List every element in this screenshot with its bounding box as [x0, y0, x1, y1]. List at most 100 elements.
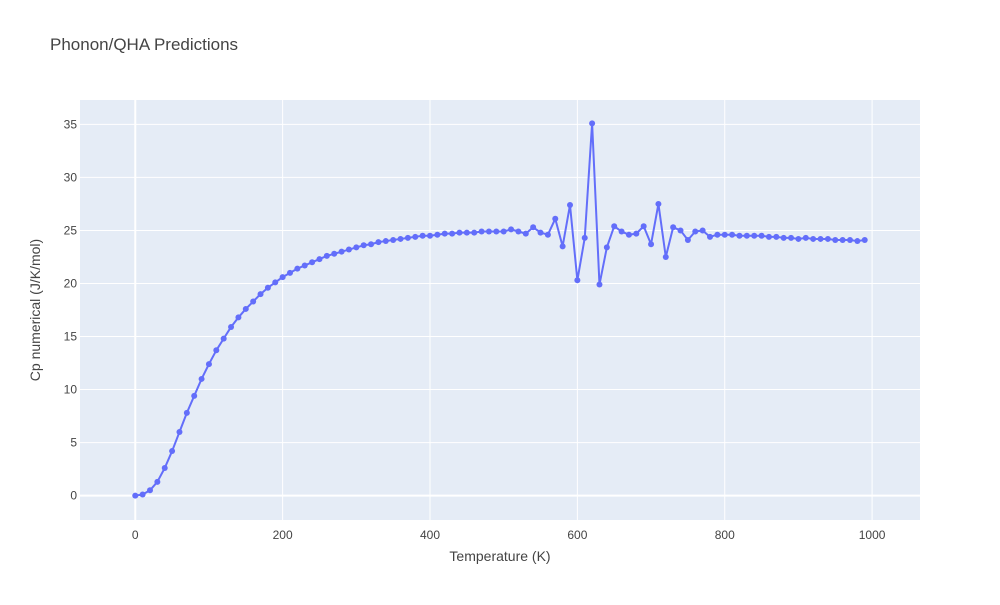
data-point[interactable] — [544, 231, 551, 238]
data-point[interactable] — [824, 235, 831, 242]
data-point[interactable] — [581, 234, 588, 241]
data-point[interactable] — [427, 232, 433, 239]
data-point[interactable] — [419, 232, 426, 239]
data-point[interactable] — [250, 298, 257, 305]
data-point[interactable] — [567, 202, 573, 208]
data-point[interactable] — [139, 491, 146, 498]
data-point[interactable] — [279, 274, 286, 281]
data-point[interactable] — [648, 241, 655, 248]
data-point[interactable] — [780, 234, 787, 241]
data-point[interactable] — [316, 256, 323, 263]
data-point[interactable] — [161, 465, 168, 472]
data-point[interactable] — [522, 230, 529, 237]
data-point[interactable] — [662, 253, 669, 260]
data-point[interactable] — [839, 237, 846, 243]
data-point[interactable] — [508, 226, 515, 233]
data-point[interactable] — [832, 237, 839, 243]
data-point[interactable] — [338, 248, 345, 255]
data-point[interactable] — [412, 233, 419, 240]
data-point[interactable] — [655, 200, 662, 207]
data-point[interactable] — [404, 234, 411, 241]
data-point[interactable] — [640, 223, 647, 230]
data-point[interactable] — [154, 478, 161, 485]
data-point[interactable] — [198, 375, 205, 382]
data-point[interactable] — [272, 279, 279, 286]
data-point[interactable] — [788, 234, 795, 241]
data-point[interactable] — [603, 244, 610, 251]
data-point[interactable] — [574, 277, 581, 284]
data-point[interactable] — [264, 284, 271, 291]
data-point[interactable] — [559, 243, 566, 250]
data-point[interactable] — [183, 409, 190, 416]
data-point[interactable] — [235, 314, 242, 321]
data-point[interactable] — [213, 347, 220, 354]
data-point[interactable] — [323, 252, 330, 259]
data-point[interactable] — [633, 230, 640, 237]
data-point[interactable] — [463, 229, 470, 236]
data-point[interactable] — [287, 269, 293, 276]
data-point[interactable] — [537, 229, 544, 236]
data-point[interactable] — [382, 238, 389, 245]
data-point[interactable] — [714, 231, 721, 238]
data-point[interactable] — [810, 235, 817, 242]
data-point[interactable] — [670, 224, 677, 231]
data-point[interactable] — [397, 235, 404, 242]
data-point[interactable] — [441, 230, 448, 237]
data-point[interactable] — [625, 231, 632, 238]
data-point[interactable] — [751, 232, 758, 239]
data-point[interactable] — [729, 231, 736, 238]
data-point[interactable] — [301, 262, 308, 269]
data-point[interactable] — [736, 232, 743, 239]
data-point[interactable] — [345, 246, 352, 253]
data-point[interactable] — [847, 237, 853, 243]
data-point[interactable] — [721, 231, 728, 238]
data-point[interactable] — [515, 228, 522, 235]
data-point[interactable] — [169, 448, 176, 455]
data-point[interactable] — [176, 428, 183, 435]
data-point[interactable] — [191, 392, 198, 399]
data-point[interactable] — [434, 231, 441, 238]
data-point[interactable] — [618, 228, 625, 235]
data-point[interactable] — [331, 250, 338, 257]
data-point[interactable] — [707, 233, 713, 240]
data-point[interactable] — [765, 233, 772, 240]
data-point[interactable] — [817, 235, 824, 242]
data-point[interactable] — [220, 335, 227, 342]
data-point[interactable] — [552, 215, 559, 222]
data-point[interactable] — [309, 259, 316, 266]
data-point[interactable] — [500, 228, 507, 235]
data-point[interactable] — [596, 281, 603, 288]
data-point[interactable] — [132, 492, 139, 499]
data-point[interactable] — [589, 120, 596, 127]
data-point[interactable] — [493, 228, 500, 235]
data-point[interactable] — [353, 244, 360, 251]
data-point[interactable] — [205, 361, 212, 368]
data-point[interactable] — [485, 228, 492, 235]
data-point[interactable] — [684, 237, 691, 243]
data-point[interactable] — [456, 229, 463, 236]
data-point[interactable] — [692, 228, 699, 235]
data-point[interactable] — [758, 232, 765, 239]
data-point[interactable] — [854, 238, 861, 245]
data-point[interactable] — [242, 305, 249, 312]
data-point[interactable] — [611, 223, 618, 230]
data-point[interactable] — [773, 233, 780, 240]
data-point[interactable] — [257, 291, 264, 298]
data-point[interactable] — [375, 239, 382, 246]
data-point[interactable] — [294, 265, 301, 272]
data-point[interactable] — [147, 487, 153, 494]
data-point[interactable] — [360, 242, 367, 249]
data-point[interactable] — [699, 227, 706, 234]
data-point[interactable] — [530, 224, 537, 231]
data-point[interactable] — [368, 241, 375, 248]
data-point[interactable] — [743, 232, 750, 239]
data-point[interactable] — [471, 229, 478, 236]
data-point[interactable] — [478, 228, 485, 235]
data-point[interactable] — [449, 230, 456, 237]
data-point[interactable] — [228, 323, 235, 330]
data-point[interactable] — [390, 237, 397, 243]
data-point[interactable] — [802, 234, 809, 241]
data-point[interactable] — [677, 227, 684, 234]
data-point[interactable] — [861, 237, 868, 243]
data-point[interactable] — [795, 235, 802, 242]
